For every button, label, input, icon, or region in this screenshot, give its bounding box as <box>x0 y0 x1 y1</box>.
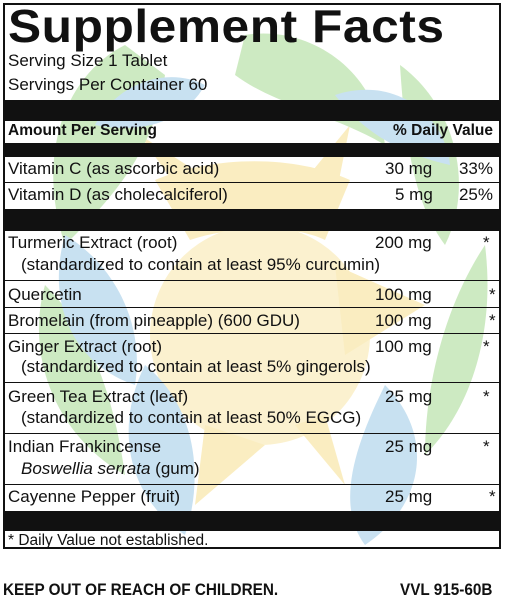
ingredient-name: Green Tea Extract (leaf) <box>8 387 189 406</box>
ingredient-daily-value: * <box>489 487 496 506</box>
ingredient-daily-value: * <box>483 387 490 406</box>
ingredient-amount: 25 mg <box>385 387 433 406</box>
row-divider <box>5 433 499 434</box>
panel-title: Supplement Facts <box>8 3 445 52</box>
daily-value-header: % Daily Value <box>393 122 493 139</box>
row-divider <box>5 280 499 281</box>
ingredient-name: Indian Frankincense <box>8 437 162 456</box>
nutrient-daily-value: 25% <box>458 185 493 204</box>
nutrient-name: Vitamin D (as cholecalciferol) <box>8 185 228 204</box>
ingredient-name: Turmeric Extract (root) <box>8 233 178 252</box>
thick-divider <box>5 209 499 231</box>
nutrient-amount: 30 mg <box>385 159 433 178</box>
row-divider <box>5 333 499 334</box>
footnote: * Daily Value not established. <box>8 532 209 549</box>
row-divider <box>5 484 499 485</box>
ingredient-amount: 25 mg <box>385 437 433 456</box>
ingredient-name: Cayenne Pepper (fruit) <box>8 487 180 506</box>
row-divider <box>5 307 499 308</box>
child-warning: KEEP OUT OF REACH OF CHILDREN. <box>3 580 279 599</box>
latin-name: Boswellia serrata <box>21 459 151 478</box>
ingredient-daily-value: * <box>489 285 496 304</box>
nutrient-daily-value: 33% <box>458 159 493 178</box>
ingredient-amount: 200 mg <box>375 233 432 252</box>
thick-divider <box>5 100 499 121</box>
ingredient-name: Quercetin <box>8 285 82 304</box>
amount-per-serving-header: Amount Per Serving <box>8 122 157 139</box>
ingredient-amount: 100 mg <box>375 285 432 304</box>
supplement-facts-panel: Supplement Facts Serving Size 1 Tablet S… <box>3 3 501 549</box>
ingredient-note: (standardized to contain at least 5% gin… <box>21 357 371 376</box>
ingredient-daily-value: * <box>489 311 496 330</box>
nutrient-name: Vitamin C (as ascorbic acid) <box>8 159 220 178</box>
medium-divider <box>5 143 499 157</box>
serving-size: Serving Size 1 Tablet <box>8 51 168 70</box>
ingredient-note: Boswellia serrata (gum) <box>21 459 200 479</box>
row-divider <box>5 382 499 383</box>
ingredient-note: (standardized to contain at least 50% EG… <box>21 408 362 427</box>
ingredient-note: (standardized to contain at least 95% cu… <box>21 255 381 274</box>
thick-divider <box>5 511 499 531</box>
ingredient-name: Bromelain (from pineapple) (600 GDU) <box>8 311 300 330</box>
plant-part: (gum) <box>150 459 200 478</box>
ingredient-daily-value: * <box>483 437 490 456</box>
ingredient-amount: 100 mg <box>375 311 432 330</box>
servings-per-container: Servings Per Container 60 <box>8 75 208 94</box>
product-code: VVL 915-60B <box>400 580 493 599</box>
ingredient-amount: 100 mg <box>375 337 432 356</box>
nutrient-amount: 5 mg <box>395 185 433 204</box>
ingredient-name: Ginger Extract (root) <box>8 337 162 356</box>
ingredient-amount: 25 mg <box>385 487 433 506</box>
row-divider <box>5 182 499 183</box>
ingredient-daily-value: * <box>483 233 490 252</box>
ingredient-daily-value: * <box>483 337 490 356</box>
